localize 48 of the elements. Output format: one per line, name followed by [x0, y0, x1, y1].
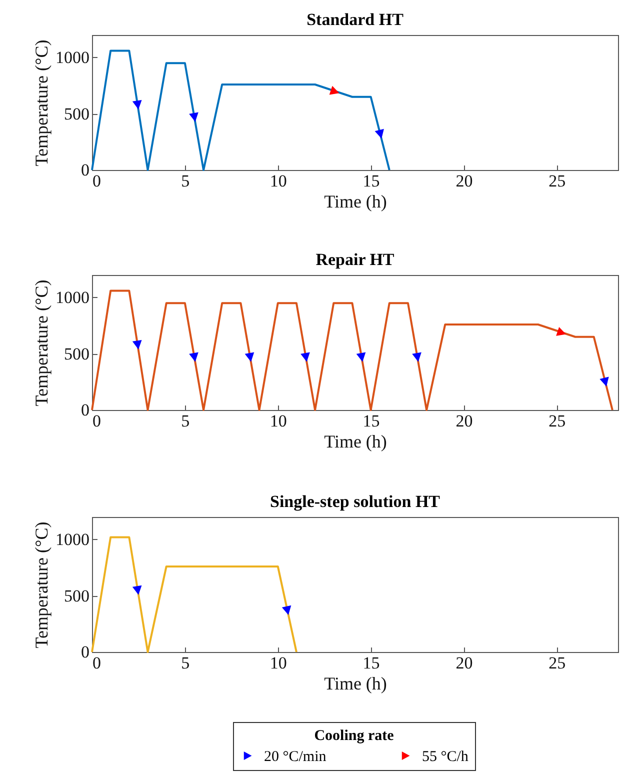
y-tick-label: 1000 [56, 530, 90, 549]
x-tick-label: 5 [181, 172, 190, 190]
chart-title: Single-step solution HT [270, 492, 441, 511]
x-axis-title: Time (h) [324, 674, 387, 694]
point [356, 352, 366, 362]
point [300, 352, 310, 362]
x-tick-label: 5 [181, 412, 190, 430]
x-tick-label: 20 [456, 412, 473, 430]
point [600, 376, 609, 386]
legend-label: 20 °C/min [264, 748, 327, 765]
x-tick-label: 0 [92, 654, 101, 672]
legend-label: 55 °C/h [422, 748, 469, 765]
y-axis-title: Temperature (°C) [32, 522, 52, 648]
x-tick-label: 0 [92, 172, 101, 190]
x-tick-label: 25 [548, 412, 566, 430]
x-axis-title: Time (h) [324, 432, 387, 452]
x-tick-label: 15 [362, 412, 380, 430]
y-tick-label: 1000 [56, 288, 90, 307]
line-series [91, 290, 614, 411]
x-tick-label: 0 [92, 412, 101, 430]
chart-title: Repair HT [316, 250, 395, 269]
point [412, 352, 422, 362]
point [244, 352, 254, 362]
x-tick-label: 15 [362, 654, 380, 672]
y-tick-label: 1000 [56, 48, 90, 67]
x-tick-label: 10 [270, 172, 287, 190]
line-series [91, 50, 390, 171]
x-axis-title: Time (h) [324, 192, 387, 212]
x-tick-label: 20 [456, 654, 473, 672]
x-tick-label: 25 [548, 172, 566, 190]
point [189, 112, 198, 122]
point [189, 352, 198, 362]
x-tick-label: 10 [270, 412, 287, 430]
point [374, 128, 384, 139]
x-tick-label: 5 [181, 654, 190, 672]
y-tick-label: 500 [64, 586, 90, 606]
x-tick-label: 20 [456, 172, 473, 190]
y-tick-label: 500 [64, 104, 90, 124]
x-tick-label: 15 [362, 172, 380, 190]
legend-title: Cooling rate [314, 728, 394, 744]
y-axis-title: Temperature (°C) [32, 40, 52, 166]
point [132, 100, 142, 110]
x-tick-label: 10 [270, 654, 287, 672]
chart-title: Standard HT [306, 10, 404, 29]
point [132, 340, 142, 350]
y-axis-title: Temperature (°C) [32, 280, 52, 406]
y-tick-label: 500 [64, 344, 90, 364]
x-tick-label: 25 [548, 654, 566, 672]
